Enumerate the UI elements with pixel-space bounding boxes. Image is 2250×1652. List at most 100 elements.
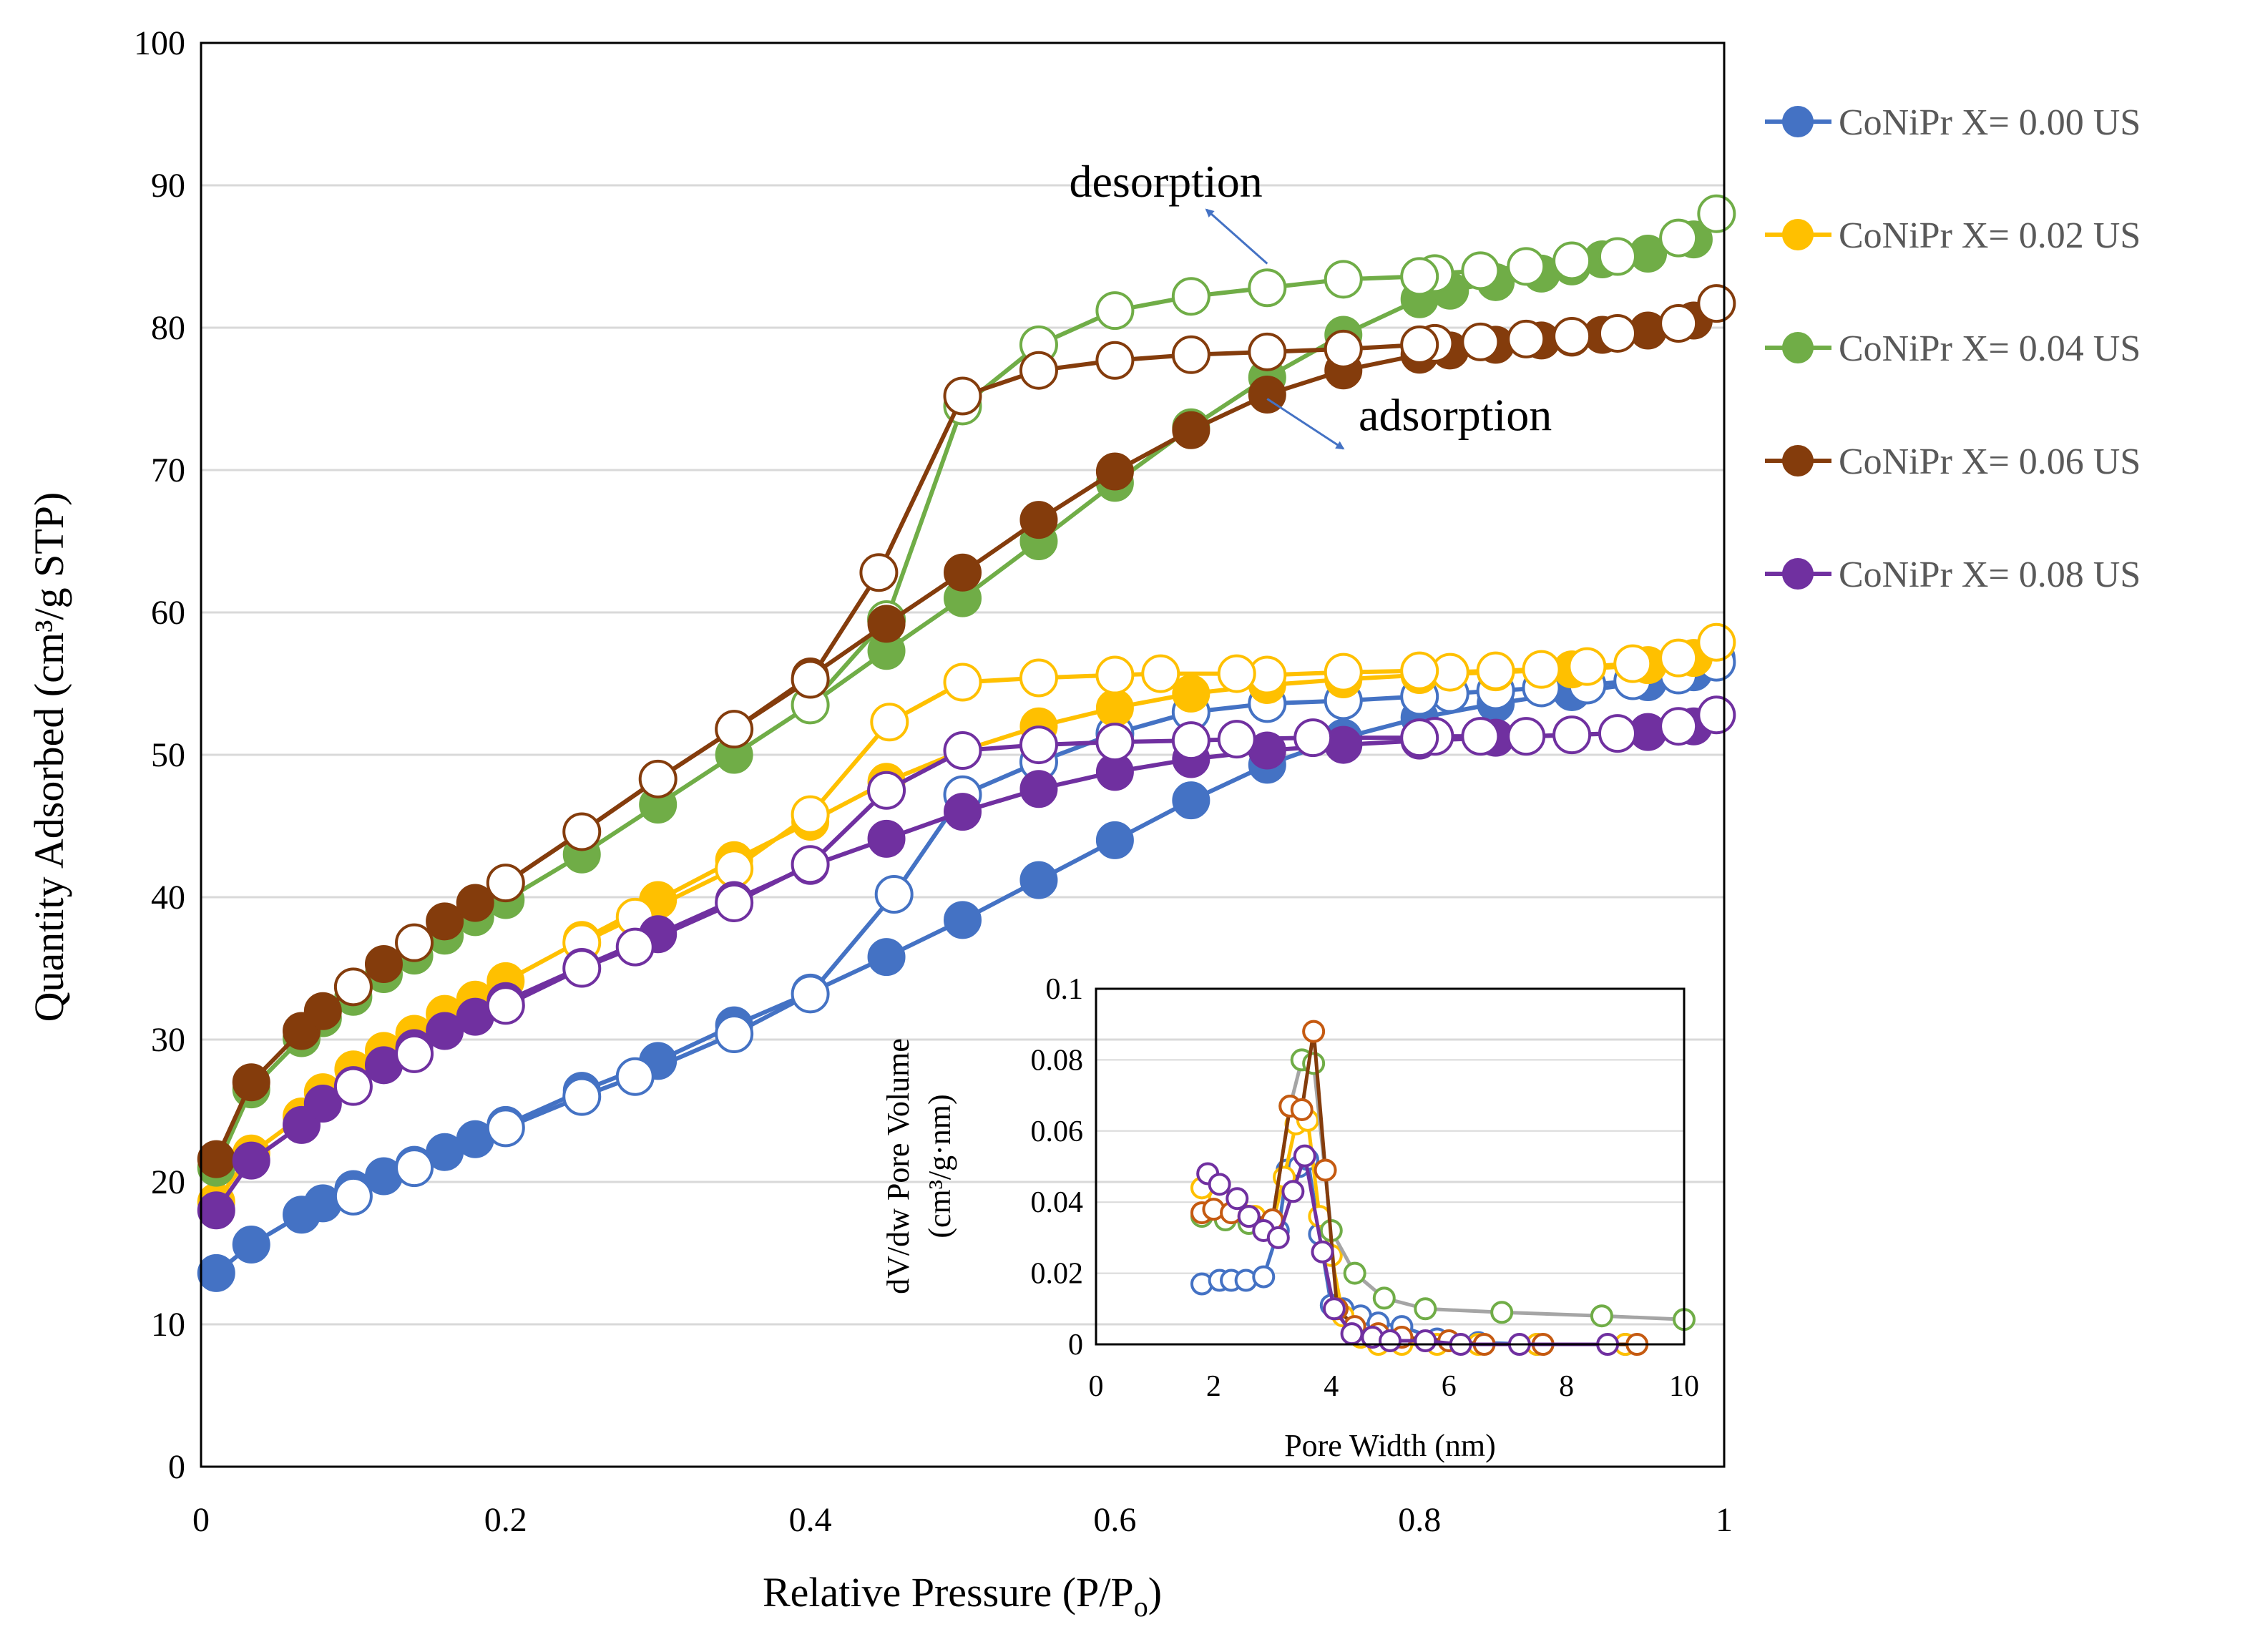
main-y-tick-label: 30 — [151, 1021, 185, 1059]
desorption-point — [1598, 313, 1637, 353]
desorption-point — [562, 1077, 602, 1116]
main-x-tick-label: 0 — [192, 1501, 210, 1539]
desorption-point — [1659, 218, 1698, 258]
inset-x-tick-label: 10 — [1669, 1370, 1699, 1403]
desorption-point — [867, 771, 906, 810]
inset-x-tick-label: 4 — [1324, 1370, 1339, 1403]
legend-entry-conipr-x-0-02-us: CoNiPr X= 0.02 US — [1765, 215, 2141, 256]
inset-point — [1314, 1158, 1337, 1182]
adsorption-point — [1095, 821, 1134, 859]
adsorption-point — [232, 1141, 270, 1180]
desorption-point — [1019, 351, 1058, 390]
desorption-point — [486, 1108, 525, 1148]
desorption-point — [1400, 718, 1439, 758]
desorption-point — [638, 759, 678, 798]
desorption-point — [333, 1176, 373, 1216]
desorption-point — [1095, 655, 1135, 695]
adsorption-point — [1172, 781, 1210, 820]
desorption-point — [1217, 720, 1256, 759]
main-y-axis-title: Quantity Adsorbed (cm³/g STP) — [26, 492, 72, 1022]
desorption-point — [1697, 622, 1736, 662]
annotation-desorption: desorption — [1070, 156, 1263, 207]
main-x-tick-labels: 0 0.2 0.4 0.6 0.8 1 — [192, 1501, 1733, 1539]
legend-label: CoNiPr X= 0.06 US — [1839, 441, 2141, 482]
inset-point — [1372, 1286, 1396, 1310]
inset-plot-frame — [1095, 987, 1686, 1346]
legend-marker — [1782, 332, 1814, 363]
main-y-tick-labels: 0 10 20 30 40 50 60 70 80 90 100 — [134, 24, 185, 1486]
adsorption-point — [303, 1085, 342, 1123]
adsorption-point — [944, 793, 982, 831]
adsorption-point — [426, 1012, 464, 1050]
desorption-point — [333, 967, 373, 1007]
desorption-point — [1507, 717, 1546, 756]
inset-point — [1322, 1297, 1346, 1321]
desorption-point — [1598, 237, 1637, 276]
desorption-point — [1461, 322, 1500, 361]
legend-entry-conipr-x-0-04-us: CoNiPr X= 0.04 US — [1765, 328, 2141, 369]
desorption-point — [1461, 251, 1500, 290]
desorption-point — [1217, 654, 1256, 693]
desorption-point — [1552, 316, 1592, 356]
desorption-point — [791, 795, 830, 834]
desorption-point — [1095, 291, 1135, 331]
desorption-point — [1613, 644, 1653, 683]
x-title-subscript: o — [1134, 1590, 1148, 1623]
main-x-tick-label: 0.2 — [484, 1501, 527, 1539]
legend-label: CoNiPr X= 0.02 US — [1839, 215, 2141, 256]
series-conipr-x-0-08-us — [197, 695, 1736, 1230]
arrow-adsorption — [1266, 398, 1345, 450]
desorption-point — [943, 731, 982, 771]
desorption-point — [395, 1148, 434, 1188]
series-conipr-x-0-06-us — [197, 284, 1736, 1178]
desorption-point — [1659, 638, 1698, 678]
main-y-tick-label: 90 — [151, 167, 185, 205]
inset-point — [1237, 1205, 1261, 1228]
desorption-point — [1248, 332, 1287, 371]
inset-x-tick-labels: 0 2 4 6 8 10 — [1089, 1370, 1700, 1403]
main-y-tick-label: 0 — [168, 1448, 185, 1486]
adsorption-point — [303, 992, 342, 1030]
desorption-point — [1324, 653, 1363, 692]
inset-point — [1266, 1226, 1290, 1249]
x-title-text: Relative Pressure (P/P — [763, 1569, 1134, 1616]
inset-x-tick-label: 8 — [1559, 1370, 1574, 1403]
adsorption-point — [232, 1226, 270, 1264]
inset-x-tick-label: 6 — [1442, 1370, 1457, 1403]
desorption-point — [1400, 257, 1439, 296]
main-y-tick-label: 70 — [151, 451, 185, 489]
main-plot-series — [197, 194, 1736, 1292]
desorption-point — [715, 883, 754, 922]
inset-point — [1414, 1329, 1437, 1353]
desorption-point — [1697, 695, 1736, 735]
inset-y-tick-label: 0 — [1068, 1329, 1083, 1362]
desorption-point — [1095, 341, 1135, 380]
adsorption-point — [364, 945, 403, 984]
desorption-point — [791, 660, 830, 699]
adsorption-point — [197, 1191, 235, 1230]
desorption-point — [333, 1067, 373, 1106]
adsorption-point — [232, 1063, 270, 1102]
main-y-tick-label: 60 — [151, 594, 185, 632]
desorption-point — [1552, 715, 1592, 755]
main-y-tick-label: 20 — [151, 1163, 185, 1201]
adsorption-point — [456, 884, 494, 922]
inset-point — [1379, 1329, 1402, 1353]
legend-label: CoNiPr X= 0.00 US — [1839, 102, 2141, 143]
legend-entry-conipr-x-0-08-us: CoNiPr X= 0.08 US — [1765, 554, 2141, 595]
desorption-point — [1552, 241, 1592, 280]
legend-label: CoNiPr X= 0.04 US — [1839, 328, 2141, 369]
inset-y-tick-label: 0.04 — [1031, 1186, 1084, 1219]
inset-point — [1226, 1187, 1249, 1211]
adsorption-point — [867, 938, 906, 977]
inset-y-axis-title-line1: dV/dw Pore Volume — [881, 1038, 916, 1294]
inset-point — [1290, 1098, 1314, 1121]
desorption-point — [1659, 707, 1698, 746]
inset-point — [1302, 1020, 1326, 1043]
main-x-tick-label: 0.6 — [1093, 1501, 1136, 1539]
desorption-point — [1400, 651, 1439, 690]
inset-y-tick-label: 0.06 — [1031, 1115, 1084, 1148]
adsorption-point — [1172, 674, 1210, 713]
desorption-line — [352, 713, 1718, 1089]
